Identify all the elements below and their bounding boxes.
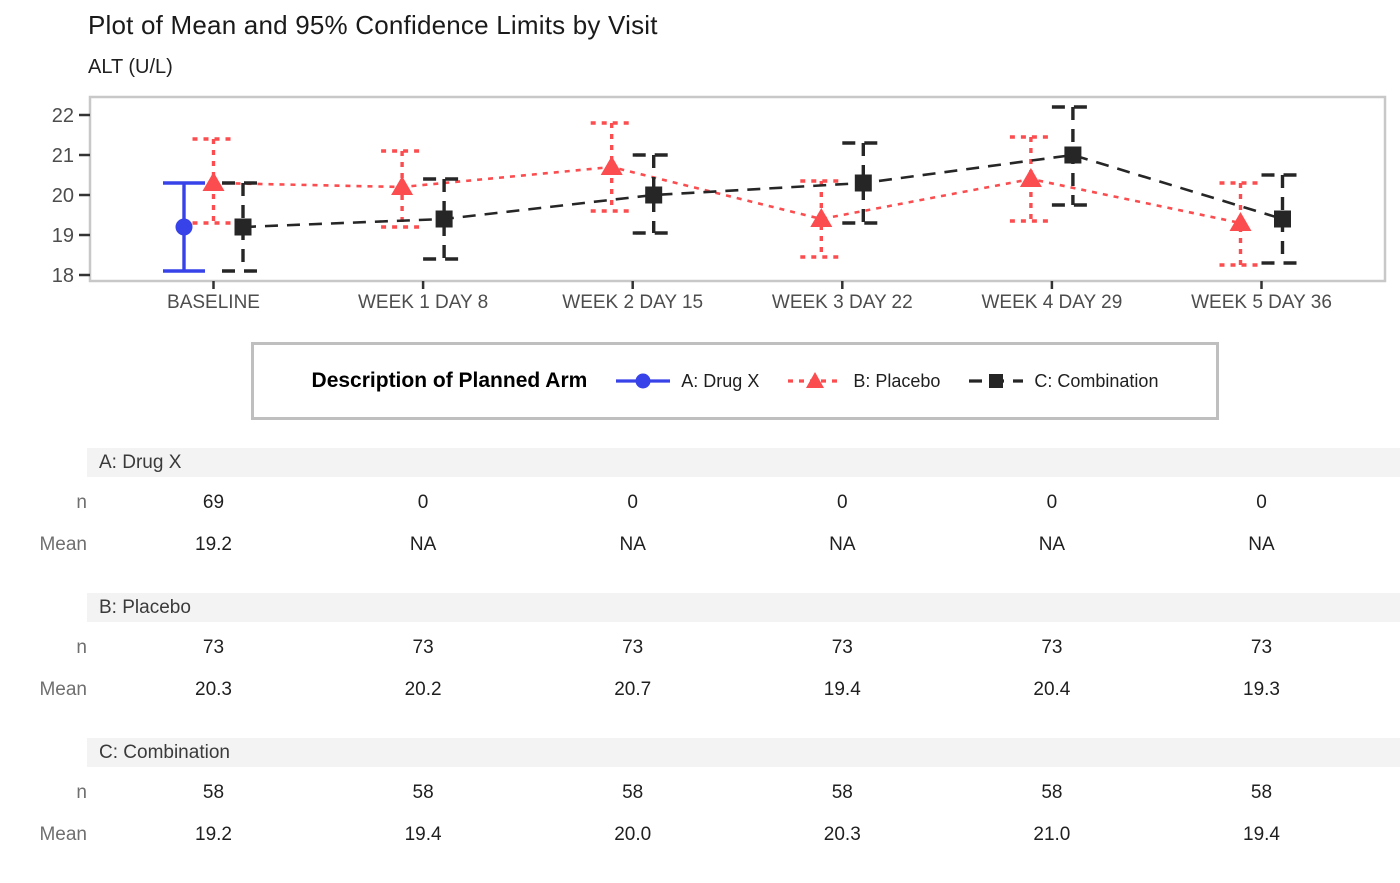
table-cell: 73	[622, 637, 644, 658]
legend-item: B: Placebo	[786, 368, 940, 394]
page-title: Plot of Mean and 95% Confidence Limits b…	[88, 10, 658, 40]
table-section: C: Combination n 58 58 58 58 58 58 Mean 19.2 19.4 2…	[0, 738, 1400, 856]
table-cell: 20.7	[614, 679, 652, 700]
table-cell: 19.2	[195, 824, 232, 845]
table-cell: NA	[829, 534, 856, 555]
table-row-label: Mean	[39, 679, 87, 700]
mean-ci-line-plot: 18 19 20 21 22 BASELINE WEEK 1 DAY 8 WEEK 2 DAY…	[52, 95, 1387, 313]
table-cell: NA	[1038, 534, 1066, 555]
table-cell: 73	[1041, 637, 1063, 658]
mean-marker-square	[645, 186, 663, 204]
series-line	[213, 165, 1241, 225]
square-legend-marker-icon	[969, 374, 1024, 388]
x-tick-label: WEEK 4 DAY 29	[981, 292, 1122, 313]
y-tick-label: 20	[52, 185, 74, 207]
table-cell: NA	[409, 534, 437, 555]
table-cell: 73	[1250, 637, 1273, 658]
mean-marker-square	[435, 210, 453, 228]
mean-marker-square	[854, 174, 872, 192]
table-row: Mean 19.2 19.4 20.0 20.3 21.0 19.4	[0, 814, 1400, 856]
mean-marker-triangle	[810, 208, 833, 227]
x-tick-label: WEEK 2 DAY 15	[562, 292, 703, 313]
table-cell: 20.3	[823, 824, 861, 845]
table-row: n 73 73 73 73 73 73	[0, 627, 1400, 669]
table-section-header: C: Combination	[87, 738, 1400, 767]
table-cell: 0	[837, 492, 848, 513]
table-cell: 20.3	[195, 679, 232, 700]
mean-marker-square	[1274, 210, 1291, 228]
table-section-rows: n 58 58 58 58 58 58 Mean 19.2 19.4 20.0 20.3 21.0 19.…	[0, 767, 1400, 856]
table-section-header: A: Drug X	[87, 448, 1400, 477]
table-row: n 58 58 58 58 58 58	[0, 772, 1400, 814]
x-tick-label: WEEK 5 DAY 36	[1191, 292, 1332, 313]
table-cell: 0	[1256, 492, 1267, 513]
table-cell: 20.4	[1033, 679, 1071, 700]
y-tick-label: 19	[52, 225, 74, 247]
table-row-label: Mean	[39, 824, 87, 845]
mean-marker-triangle	[600, 156, 623, 175]
table-row: n 69 0 0 0 0 0	[0, 482, 1400, 524]
mean-marker-square	[1064, 146, 1082, 164]
y-tick-label: 21	[52, 145, 74, 167]
x-tick-label: WEEK 3 DAY 22	[772, 292, 913, 313]
mean-marker-square	[234, 218, 252, 236]
table-row: Mean 20.3 20.2 20.7 19.4 20.4 19.3	[0, 669, 1400, 711]
mean-marker-triangle	[1229, 212, 1252, 231]
table-cell: 58	[1041, 782, 1063, 803]
series-line	[242, 153, 1283, 229]
mean-marker-triangle	[202, 172, 225, 191]
table-cell: 69	[202, 492, 225, 513]
table-row-label: n	[76, 637, 87, 658]
legend-item: A: Drug X	[614, 368, 759, 394]
table-cell: 0	[417, 492, 429, 513]
table-cell: 58	[412, 782, 434, 803]
table-cell: 19.2	[195, 534, 232, 555]
table-cell: 20.2	[404, 679, 442, 700]
legend-title: Description of Planned Arm	[311, 369, 588, 392]
legend-item-label: C: Combination	[1034, 370, 1159, 391]
table-cell: NA	[1248, 534, 1275, 555]
triangle-legend-marker-icon	[788, 372, 843, 388]
table-cell: 19.4	[1243, 824, 1280, 845]
table-cell: 58	[202, 782, 225, 803]
table-cell: 58	[622, 782, 644, 803]
y-tick-label: 22	[52, 105, 74, 127]
table-section: B: Placebo n 73 73 73 73 73 73 Mean 20.3 20.2 20.7 1…	[0, 593, 1400, 711]
x-tick-label: BASELINE	[167, 292, 260, 313]
table-row-label: Mean	[39, 534, 87, 555]
circle-legend-marker-icon	[616, 373, 671, 389]
table-section-header: B: Placebo	[87, 593, 1400, 622]
y-tick-label: 18	[52, 265, 74, 287]
mean-marker-circle	[175, 218, 193, 236]
table-cell: 0	[1046, 492, 1058, 513]
table-cell: 58	[1250, 782, 1273, 803]
y-axis-title: ALT (U/L)	[88, 56, 173, 78]
table-cell: 73	[831, 637, 853, 658]
table-section-rows: n 69 0 0 0 0 0 Mean 19.2 NA NA NA NA NA	[0, 477, 1400, 566]
table-cell: 19.4	[823, 679, 861, 700]
mean-marker-triangle	[391, 176, 414, 195]
x-tick-label: WEEK 1 DAY 8	[358, 292, 488, 313]
table-cell: 58	[831, 782, 853, 803]
table-cell: NA	[619, 534, 646, 555]
table-row-label: n	[76, 782, 87, 803]
table-cell: 19.4	[404, 824, 442, 845]
table-cell: 73	[412, 637, 434, 658]
legend-item: C: Combination	[967, 368, 1158, 394]
legend-item-label: A: Drug X	[681, 370, 760, 391]
legend: Description of Planned Arm A: Drug X B: P…	[251, 342, 1219, 420]
table-section-rows: n 73 73 73 73 73 73 Mean 20.3 20.2 20.7 19.4 20.4 19.…	[0, 622, 1400, 711]
legend-item-label: B: Placebo	[853, 370, 941, 391]
table-row-label: n	[76, 492, 87, 513]
table-cell: 21.0	[1033, 824, 1071, 845]
table-cell: 73	[202, 637, 225, 658]
table-cell: 19.3	[1243, 679, 1280, 700]
table-row: Mean 19.2 NA NA NA NA NA	[0, 524, 1400, 566]
table-cell: 20.0	[614, 824, 652, 845]
mean-marker-triangle	[1019, 168, 1042, 187]
table-cell: 0	[627, 492, 638, 513]
